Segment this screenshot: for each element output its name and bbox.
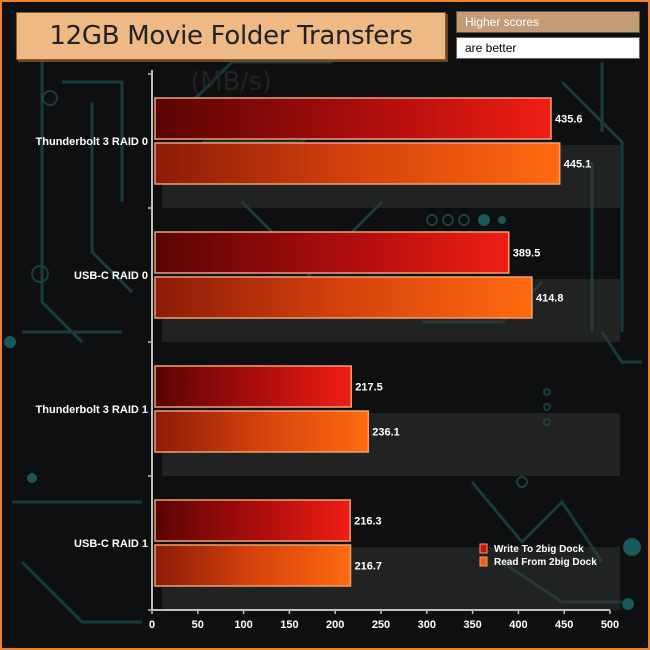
category-label: Thunderbolt 3 RAID 1 — [36, 404, 148, 416]
x-tick-label: 0 — [149, 619, 155, 631]
x-tick-label: 500 — [601, 619, 619, 631]
x-tick-label: 300 — [418, 619, 436, 631]
data-label: 435.6 — [555, 114, 583, 126]
x-tick-label: 50 — [192, 619, 204, 631]
data-label: 236.1 — [372, 427, 400, 439]
x-tick-label: 200 — [326, 619, 344, 631]
data-label: 389.5 — [513, 248, 541, 260]
bar — [154, 142, 561, 185]
x-tick-label: 400 — [509, 619, 527, 631]
bar — [154, 276, 533, 319]
legend-entry: Read From 2big Dock — [494, 557, 597, 568]
note-higher-scores-text: Higher scores — [465, 15, 540, 29]
data-label: 445.1 — [564, 159, 592, 171]
category-label: Thunderbolt 3 RAID 0 — [36, 136, 148, 148]
legend-entry: Write To 2big Dock — [494, 544, 584, 555]
bar — [154, 231, 510, 274]
bar — [154, 97, 552, 140]
x-tick-label: 150 — [280, 619, 298, 631]
data-label: 414.8 — [536, 293, 564, 305]
note-are-better: are better — [456, 37, 640, 59]
x-tick-label: 450 — [555, 619, 573, 631]
legend-swatch — [479, 556, 488, 567]
category-label: USB-C RAID 0 — [74, 270, 148, 282]
note-higher-scores: Higher scores — [456, 11, 640, 33]
x-tick-label: 250 — [372, 619, 390, 631]
category-label: USB-C RAID 1 — [74, 538, 148, 550]
bar — [154, 544, 352, 587]
note-are-better-text: are better — [465, 41, 517, 55]
chart-title-box: 12GB Movie Folder Transfers (MB/s) — [16, 12, 446, 97]
bar — [154, 410, 370, 453]
data-label: 216.7 — [354, 561, 382, 573]
bar — [154, 365, 352, 408]
bar — [154, 499, 351, 542]
chart-title: 12GB Movie Folder Transfers (MB/s) — [49, 21, 413, 97]
data-label: 216.3 — [354, 516, 382, 528]
legend-swatch — [479, 543, 488, 554]
x-tick-label: 100 — [234, 619, 252, 631]
data-label: 217.5 — [355, 382, 383, 394]
x-tick-label: 350 — [463, 619, 481, 631]
